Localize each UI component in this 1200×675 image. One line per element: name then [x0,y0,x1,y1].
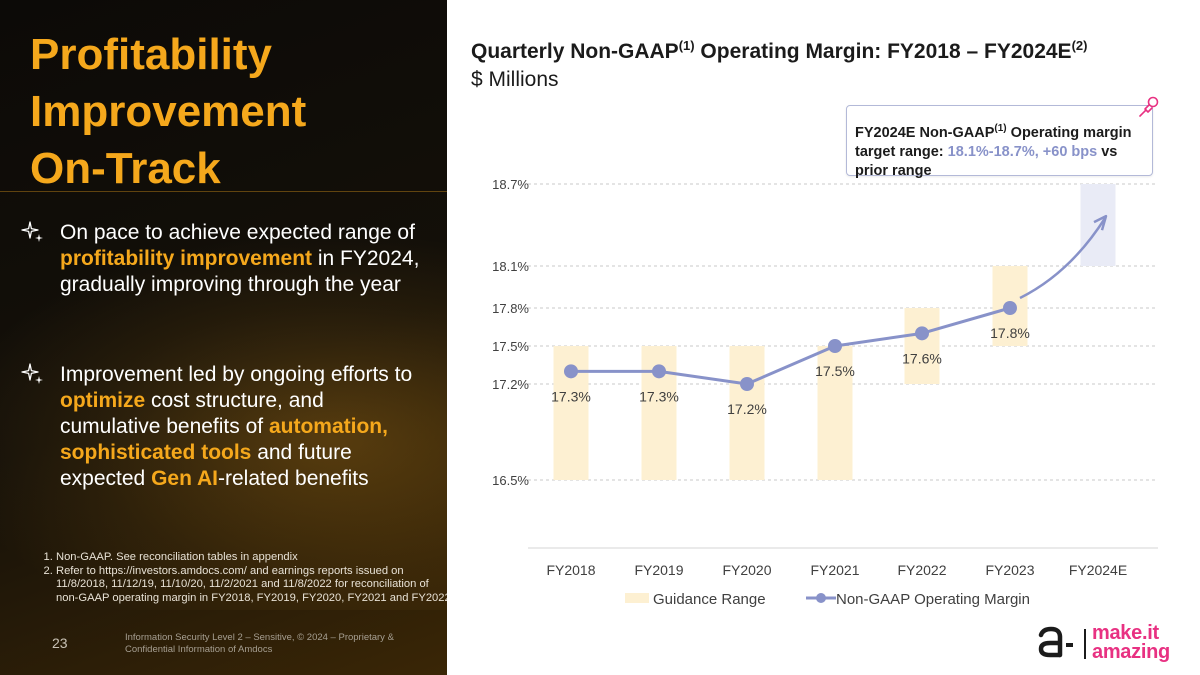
callout-target-range: 18.1%-18.7%, +60 bps [947,143,1098,160]
bullet-text-part: -related benefits [217,467,369,490]
chart-subtitle: $ Millions [471,68,559,91]
legend-swatch-guidance [625,593,649,603]
amdocs-logo-icon [1038,626,1073,658]
x-tick-label: FY2023 [985,562,1034,578]
y-tick-label: 17.8% [492,301,529,316]
chart-title-text: Operating Margin: FY2018 – FY2024E [694,40,1072,63]
data-label: 17.2% [727,401,767,417]
highlighted-text: optimize [60,389,146,412]
callout-text: Operating margin target range: [855,124,1132,160]
data-label: 17.5% [815,363,855,379]
title-line: Profitability [30,30,273,79]
guidance-range-bar [904,308,940,384]
bullet-text: On pace to achieve expected range of pro… [60,220,420,298]
highlighted-text: automation, sophisticated tools [60,415,388,464]
logo-line: amazing [1092,641,1170,663]
data-label: 17.8% [990,325,1030,341]
callout-text: FY2024E Non-GAAP [855,124,995,141]
y-tick-label: 16.5% [492,473,529,488]
y-tick-label: 18.7% [492,177,529,192]
x-tick-label: FY2024E [1069,562,1127,578]
x-tick-label: FY2019 [634,562,683,578]
bullet-text-part: in FY2024, gradually improving through t… [60,247,420,296]
footnotes: Non-GAAP. See reconciliation tables in a… [38,551,447,605]
chart-legend: Guidance Range Non-GAAP Operating Margin [625,591,1030,608]
slide-title: Profitability Improvement On-Track [30,26,306,197]
guidance-bars [553,184,1116,480]
arrow-head [1093,214,1108,231]
guidance-range-bar [729,346,765,480]
sparkle-icon [21,363,43,384]
sparkle-icon [21,221,43,242]
data-point [740,377,754,391]
footnote: Non-GAAP. See reconciliation tables in a… [56,551,447,565]
bullet-text-part: On pace to achieve expected range of [60,221,415,244]
data-point [828,339,842,353]
bullet-point: Improvement led by ongoing efforts to op… [20,362,420,492]
data-point [1003,301,1017,315]
legend-swatch-marker [816,593,826,603]
footnote-ref: (1) [678,38,695,53]
footnote-ref: (2) [1071,38,1088,53]
bullet-text-part: Improvement led by ongoing efforts to [60,363,413,386]
y-tick-label: 17.5% [492,339,529,354]
bullet-text: Improvement led by ongoing efforts to op… [60,362,420,492]
title-line: On-Track [30,144,221,193]
x-tick-label: FY2022 [897,562,946,578]
y-tick-label: 17.2% [492,377,529,392]
page-number: 23 [52,635,68,651]
x-tick-label: FY2018 [546,562,595,578]
data-point [915,326,929,341]
data-label: 17.6% [902,350,942,366]
margin-line-path [571,306,1011,386]
data-label: 17.3% [639,388,679,404]
x-tick-label: FY2021 [810,562,859,578]
left-panel: Profitability Improvement On-Track On pa… [0,0,447,675]
bullet-text-part: cost structure, and cumulative benefits … [60,389,324,438]
guidance-range-bar [817,346,853,480]
chart-title-text: Quarterly Non-GAAP [471,40,679,63]
data-label: 17.3% [551,388,591,404]
pushpin-icon [1139,96,1159,117]
margin-line: 17.3% 17.3% 17.2% 17.5% 17.6% 17.8% [551,214,1108,417]
target-callout: FY2024E Non-GAAP(1) Operating margin tar… [846,105,1153,179]
logo-line: make.it [1092,622,1159,644]
footnote: Refer to https://investors.amdocs.com/ a… [56,565,447,606]
title-divider [0,191,447,192]
amdocs-logo: make.it amazing [1035,622,1185,664]
axis-labels: 16.5% 17.2% 17.5% 17.8% 18.1% 18.7% FY2018 FY20… [492,177,1127,578]
x-tick-label: FY2020 [722,562,771,578]
legend-label: Non-GAAP Operating Margin [836,591,1030,608]
confidentiality-notice: Information Security Level 2 – Sensitive… [125,632,394,655]
logo-wordmark: make.it amazing [1092,622,1170,663]
data-point [652,364,666,379]
background-glow [0,230,447,610]
bullet-text-part: and future expected [60,441,352,490]
projection-arrow [1019,217,1107,300]
bullet-point: On pace to achieve expected range of pro… [20,220,420,298]
y-tick-label: 18.1% [492,259,529,274]
callout-text: vs prior range [855,143,1118,179]
guidance-range-bar [1080,184,1116,266]
title-line: Improvement [30,87,307,136]
data-point [564,364,578,379]
highlighted-text: profitability improvement [60,247,313,270]
chart-title: Quarterly Non-GAAP(1) Operating Margin: … [471,38,1087,64]
footnote-ref: (1) [994,123,1007,134]
highlighted-text: Gen AI [151,467,218,490]
legend-label: Guidance Range [653,591,766,608]
logo-divider [1084,629,1086,659]
